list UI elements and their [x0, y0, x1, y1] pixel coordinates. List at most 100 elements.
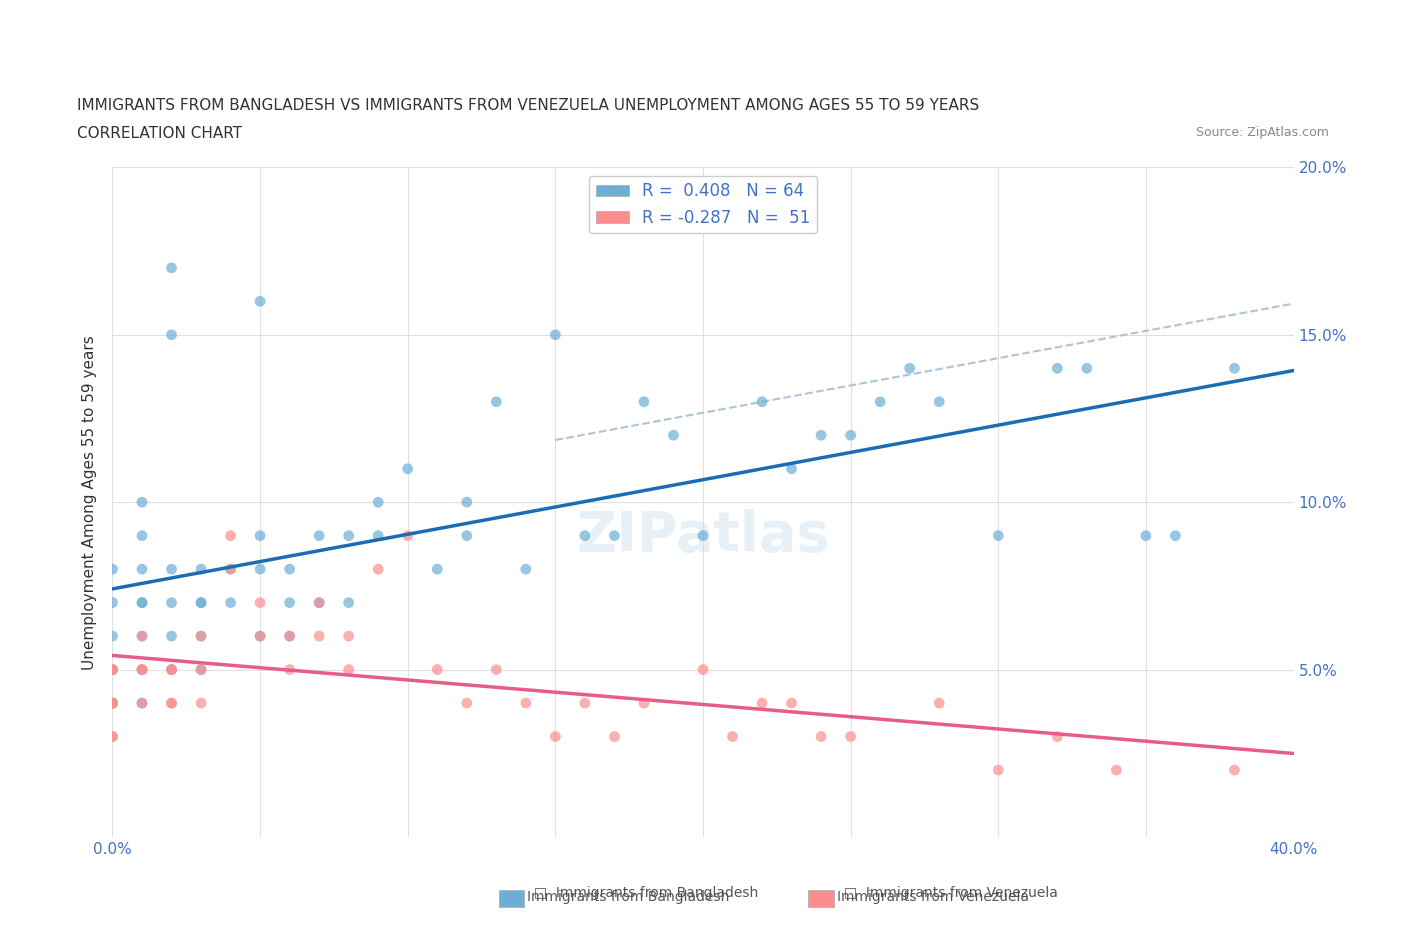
Point: [160, 595, 183, 610]
Point: [515, 696, 537, 711]
Text: □  Immigrants from Bangladesh: □ Immigrants from Bangladesh: [534, 886, 758, 900]
Y-axis label: Unemployment Among Ages 55 to 59 years: Unemployment Among Ages 55 to 59 years: [82, 335, 97, 670]
Point: [101, 595, 124, 610]
Point: [987, 763, 1010, 777]
Point: [219, 528, 242, 543]
Point: [101, 662, 124, 677]
Point: [426, 562, 449, 577]
Point: [190, 662, 212, 677]
Point: [190, 595, 212, 610]
Point: [456, 495, 478, 510]
Point: [780, 461, 803, 476]
Point: [1223, 361, 1246, 376]
Point: [101, 696, 124, 711]
Point: [101, 696, 124, 711]
Point: [190, 629, 212, 644]
Point: [367, 528, 389, 543]
Point: [190, 662, 212, 677]
Point: [485, 662, 508, 677]
Point: [160, 327, 183, 342]
Point: [308, 595, 330, 610]
Point: [278, 562, 301, 577]
Point: [603, 528, 626, 543]
Point: [278, 595, 301, 610]
Point: [839, 729, 862, 744]
Point: [131, 662, 153, 677]
Point: [101, 629, 124, 644]
Point: [219, 562, 242, 577]
Point: [160, 662, 183, 677]
Text: Immigrants from Bangladesh: Immigrants from Bangladesh: [527, 890, 730, 905]
Point: [131, 495, 153, 510]
Point: [101, 696, 124, 711]
Text: Immigrants from Venezuela: Immigrants from Venezuela: [837, 890, 1029, 905]
Point: [160, 260, 183, 275]
Point: [544, 729, 567, 744]
Point: [131, 595, 153, 610]
Point: [131, 696, 153, 711]
Legend: R =  0.408   N = 64, R = -0.287   N =  51: R = 0.408 N = 64, R = -0.287 N = 51: [589, 176, 817, 233]
Point: [574, 696, 596, 711]
Point: [544, 327, 567, 342]
Point: [190, 696, 212, 711]
Point: [308, 528, 330, 543]
Point: [456, 528, 478, 543]
Point: [249, 629, 271, 644]
Text: ZIPatlas: ZIPatlas: [576, 509, 830, 563]
Point: [928, 394, 950, 409]
Point: [278, 629, 301, 644]
Point: [160, 662, 183, 677]
Point: [190, 629, 212, 644]
Point: [131, 528, 153, 543]
Point: [692, 528, 714, 543]
Point: [219, 595, 242, 610]
Point: [1105, 763, 1128, 777]
Point: [426, 662, 449, 677]
Point: [278, 629, 301, 644]
Point: [131, 629, 153, 644]
Point: [1135, 528, 1157, 543]
Point: [101, 662, 124, 677]
Point: [190, 595, 212, 610]
Point: [810, 428, 832, 443]
Point: [337, 629, 360, 644]
Point: [337, 528, 360, 543]
Point: [249, 629, 271, 644]
Point: [337, 662, 360, 677]
Point: [633, 696, 655, 711]
Point: [869, 394, 891, 409]
Point: [160, 696, 183, 711]
Point: [515, 562, 537, 577]
Point: [396, 528, 419, 543]
Point: [131, 629, 153, 644]
Point: [101, 729, 124, 744]
Point: [249, 595, 271, 610]
Point: [337, 595, 360, 610]
Point: [101, 562, 124, 577]
Text: □  Immigrants from Venezuela: □ Immigrants from Venezuela: [844, 886, 1057, 900]
Point: [249, 294, 271, 309]
Point: [1164, 528, 1187, 543]
Point: [219, 562, 242, 577]
Point: [160, 662, 183, 677]
Point: [131, 595, 153, 610]
Text: CORRELATION CHART: CORRELATION CHART: [77, 126, 242, 140]
Point: [160, 696, 183, 711]
Point: [101, 696, 124, 711]
Point: [367, 562, 389, 577]
Point: [131, 662, 153, 677]
Point: [721, 729, 744, 744]
Point: [574, 528, 596, 543]
Point: [101, 662, 124, 677]
Point: [160, 629, 183, 644]
Point: [308, 595, 330, 610]
Point: [131, 696, 153, 711]
Point: [1046, 361, 1069, 376]
Text: Source: ZipAtlas.com: Source: ZipAtlas.com: [1195, 126, 1329, 139]
Point: [396, 461, 419, 476]
Point: [1076, 361, 1098, 376]
Point: [101, 662, 124, 677]
Point: [367, 495, 389, 510]
Point: [101, 729, 124, 744]
Point: [692, 662, 714, 677]
